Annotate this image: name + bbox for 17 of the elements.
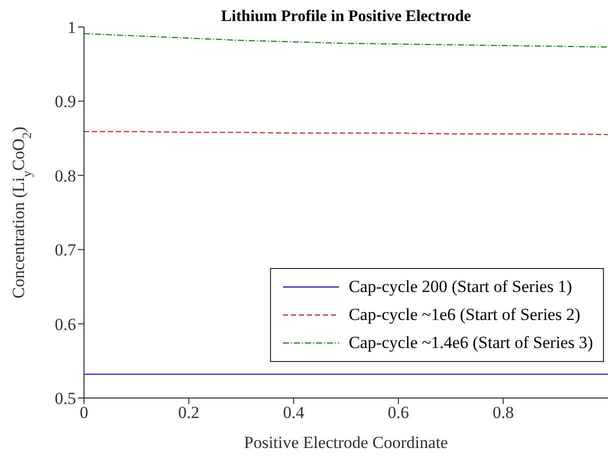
legend-label: Cap-cycle 200 (Start of Series 1) xyxy=(348,277,572,297)
x-axis-title: Positive Electrode Coordinate xyxy=(244,433,448,452)
x-tick-label: 0.8 xyxy=(492,403,514,422)
y-tick-label: 0.7 xyxy=(54,240,76,260)
y-tick-label: 0.6 xyxy=(54,314,76,334)
legend-label: Cap-cycle ~1e6 (Start of Series 2) xyxy=(348,305,580,325)
legend-label: Cap-cycle ~1.4e6 (Start of Series 3) xyxy=(348,333,593,353)
y-tick-label: 0.8 xyxy=(54,166,76,186)
y-tick-label: 1 xyxy=(68,18,76,38)
x-tick-label: 0.4 xyxy=(282,403,305,422)
x-tick-label: 0.2 xyxy=(178,403,200,422)
x-tick-label: 0 xyxy=(80,403,88,422)
x-tick-label: 0.6 xyxy=(388,403,410,422)
line-series xyxy=(84,33,608,48)
chart-title: Lithium Profile in Positive Electrode xyxy=(220,8,472,25)
y-tick-label: 0.5 xyxy=(54,389,76,408)
y-tick-label: 0.9 xyxy=(54,92,76,112)
